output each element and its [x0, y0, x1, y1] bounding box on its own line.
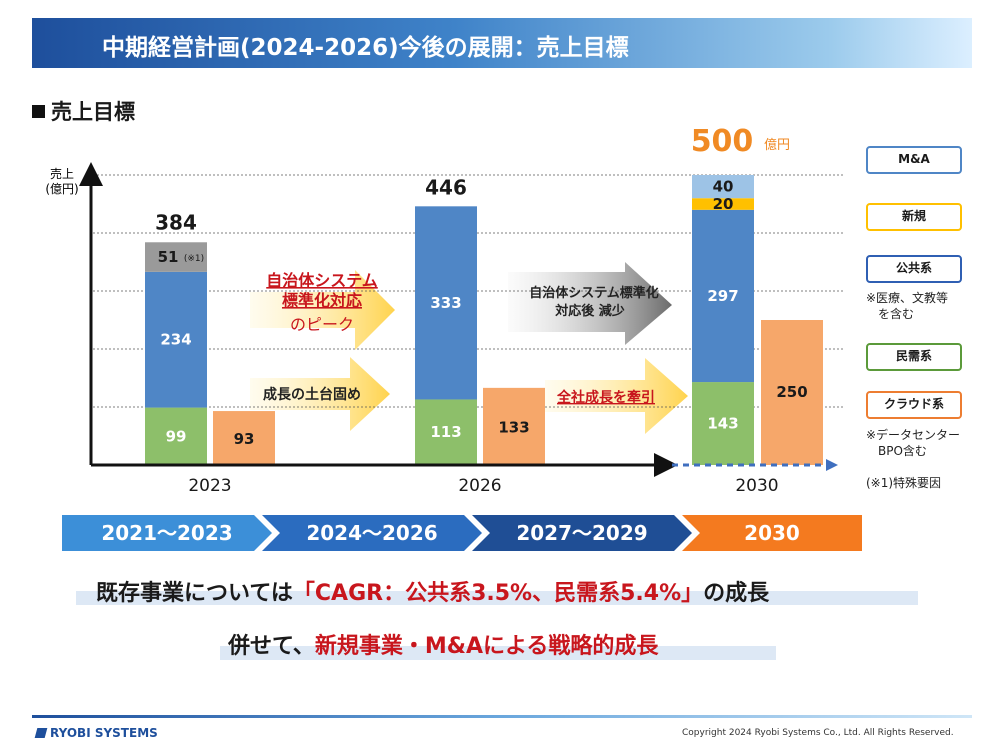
bar-segment-2030: [692, 198, 754, 210]
peak-annotation-line2: 標準化対応: [282, 291, 362, 310]
bar-segment-2030: [692, 209, 754, 383]
x-axis-extension-arrowhead: [826, 459, 838, 471]
y-axis-label-line1: 売上: [50, 166, 74, 181]
bar-value-label: 51: [158, 248, 179, 266]
cloud-value-label: 250: [776, 383, 807, 401]
timeline-period-2030: 2030: [682, 515, 862, 551]
message-1-highlight: [76, 591, 918, 605]
section-title: 売上目標: [51, 100, 135, 124]
foundation-annotation: 成長の土台固め: [263, 386, 361, 403]
peak-annotation-line3: のピーク: [290, 315, 354, 334]
peak-annotation-line1: 自治体システム: [266, 271, 378, 290]
x-tick-label: 2023: [188, 476, 231, 496]
bar-segment-2030: [692, 175, 754, 199]
timeline-period-2021-2023: 2021～2023: [62, 515, 272, 551]
growth-annotation: 全社成長を牽引: [556, 389, 655, 406]
special-note-label: (※1): [184, 254, 204, 264]
timeline-label: 2021～2023: [101, 521, 233, 545]
company-logo: RYOBI SYSTEMS: [34, 726, 158, 740]
bar-value-label: 99: [166, 427, 187, 445]
message-2-text: 併せて、: [228, 634, 315, 659]
bar-value-label: 234: [160, 331, 191, 349]
square-bullet-icon: [32, 105, 45, 118]
foundation-arrow-shape: [250, 357, 390, 431]
decrease-arrow-shape: [508, 262, 672, 345]
decrease-annotation-line1: 自治体システム標準化: [529, 285, 659, 301]
message-2-highlighted-text: 新規事業・M&Aによる戦略的成長: [314, 634, 659, 659]
page-title: 中期経営計画(2024-2026)今後の展開：売上目標: [102, 35, 629, 61]
legend-private: 民需系: [866, 343, 962, 371]
cloud-bar-2026: [483, 387, 545, 465]
cloud-value-label: 93: [234, 430, 255, 448]
legend-cloud-note2: BPO含む: [878, 444, 927, 458]
timeline-label: 2030: [744, 521, 800, 545]
total-label-2023: 384: [155, 210, 197, 234]
message-1: 既存事業については「CAGR：公共系3.5%、民需系5.4%」の成長: [96, 575, 769, 607]
cloud-value-label: 133: [498, 418, 529, 436]
decrease-annotation-line2: 対応後 減少: [554, 303, 625, 319]
x-tick-label: 2030: [735, 476, 778, 496]
y-axis-label-line2: (億円): [45, 182, 78, 196]
timeline-label: 2024～2026: [306, 521, 438, 545]
section-heading: 売上目標: [32, 96, 135, 126]
legend-public-note1: ※医療、文教等: [866, 291, 949, 305]
legend-public: 公共系: [866, 255, 962, 283]
legend-footnote: (※1)特殊要因: [866, 476, 942, 490]
message-2-highlight: [220, 646, 776, 660]
legend-public-note2: を含む: [878, 307, 915, 321]
legend-cloud: クラウド系: [866, 391, 962, 419]
bar-segment-2023: [145, 242, 207, 272]
bar-segment-2023: [145, 271, 207, 408]
timeline-period-2024-2026: 2024～2026: [262, 515, 482, 551]
message-1-suffix: の成長: [703, 581, 770, 606]
bar-value-label: 333: [430, 294, 461, 312]
cloud-bar-2023: [213, 411, 275, 465]
total-unit-label: 億円: [764, 137, 790, 153]
message-1-text: 既存事業については: [96, 581, 293, 606]
bar-value-label: 113: [430, 423, 461, 441]
bar-value-label: 40: [713, 178, 734, 196]
legend-ma: M&A: [866, 146, 962, 174]
bar-value-label: 20: [713, 195, 734, 213]
bar-value-label: 143: [707, 415, 738, 433]
timeline-label: 2027～2029: [516, 521, 648, 545]
bar-segment-2026: [415, 399, 477, 465]
legend-cloud-note1: ※データセンター: [866, 428, 961, 442]
bar-segment-2030: [692, 382, 754, 465]
logo-mark-icon: [34, 728, 48, 738]
footer-divider: [32, 715, 972, 718]
x-tick-label: 2026: [458, 476, 501, 496]
logo-text: RYOBI SYSTEMS: [50, 726, 158, 740]
bar-value-label: 297: [707, 287, 738, 305]
legend-new: 新規: [866, 203, 962, 231]
copyright-text: Copyright 2024 Ryobi Systems Co., Ltd. A…: [682, 728, 954, 738]
timeline-period-2027-2029: 2027～2029: [472, 515, 692, 551]
bar-segment-2023: [145, 407, 207, 465]
total-label-2026: 446: [425, 175, 467, 199]
peak-arrow-shape: [250, 270, 395, 350]
message-1-highlighted-text: 「CAGR：公共系3.5%、民需系5.4%」: [292, 581, 704, 606]
cloud-bar-2030: [761, 320, 823, 465]
title-bar: 中期経営計画(2024-2026)今後の展開：売上目標: [32, 18, 972, 68]
message-2: 併せて、新規事業・M&Aによる戦略的成長: [228, 628, 658, 660]
bar-segment-2026: [415, 206, 477, 400]
total-label-2030: 500: [691, 124, 754, 159]
growth-arrow-shape: [545, 358, 688, 434]
